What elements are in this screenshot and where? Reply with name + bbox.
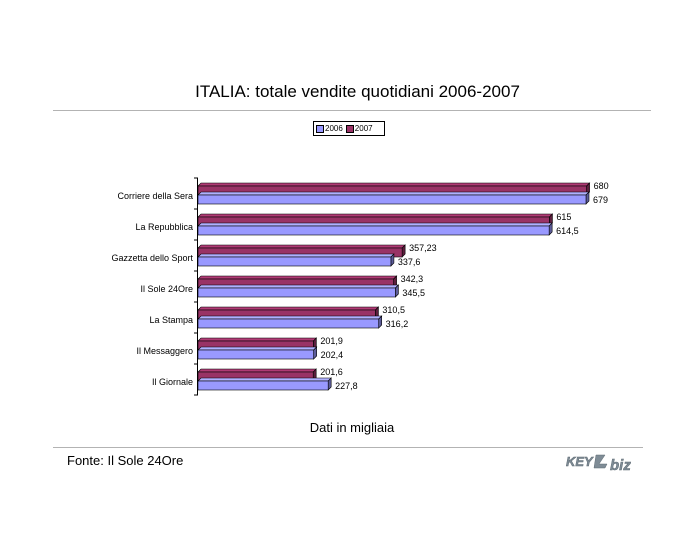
data-label-2007: 615 — [556, 212, 571, 222]
category-label: Gazzetta dello Sport — [111, 253, 193, 263]
key4biz-logo: KEY biz — [566, 454, 632, 474]
data-label-2007: 201,9 — [320, 336, 343, 346]
category-label: La Repubblica — [135, 222, 193, 232]
top-divider — [53, 110, 651, 111]
category-label: Il Giornale — [152, 377, 193, 387]
legend-swatch-2006 — [316, 124, 324, 133]
category-label: La Stampa — [149, 315, 193, 325]
source-note: Fonte: Il Sole 24Ore — [67, 453, 184, 468]
bar-2006-il-giornale — [197, 377, 332, 391]
bar-2006-la-stampa — [197, 315, 383, 329]
bar-2007-la-stampa — [197, 306, 380, 320]
data-label-2006: 345,5 — [402, 288, 425, 298]
legend-label-2007: 2007 — [354, 124, 373, 133]
data-label-2007: 201,6 — [320, 367, 343, 377]
svg-text:biz: biz — [610, 457, 631, 474]
svg-text:KEY: KEY — [566, 454, 594, 469]
legend-label-2006: 2006 — [325, 124, 343, 133]
bar-2006-il-messaggero — [197, 346, 318, 360]
data-label-2007: 680 — [594, 181, 609, 191]
data-label-2007: 310,5 — [382, 305, 405, 315]
bar-2007-la-repubblica — [197, 213, 554, 227]
chart-title: ITALIA: totale vendite quotidiani 2006-2… — [195, 82, 520, 101]
data-label-2006: 614,5 — [556, 226, 579, 236]
data-label-2006: 337,6 — [398, 257, 421, 267]
data-label-2007: 342,3 — [401, 274, 424, 284]
bar-2006-gazzetta-dello-sport — [197, 253, 395, 267]
category-label: Il Messaggero — [136, 346, 193, 356]
bar-2006-la-repubblica — [197, 222, 553, 236]
data-label-2006: 227,8 — [335, 381, 358, 391]
category-label: Corriere della Sera — [117, 191, 193, 201]
category-label: Il Sole 24Ore — [140, 284, 193, 294]
bar-2006-corriere-della-sera — [197, 191, 590, 205]
data-label-2006: 679 — [593, 195, 608, 205]
data-label-2006: 202,4 — [321, 350, 344, 360]
data-label-2007: 357,23 — [409, 243, 437, 253]
legend-item-2007: 2007 — [345, 124, 373, 133]
data-label-2006: 316,2 — [386, 319, 409, 329]
bottom-divider — [53, 447, 643, 448]
chart-legend: 2006 2007 — [313, 121, 385, 136]
bar-2006-il-sole-24ore — [197, 284, 400, 298]
legend-item-2006: 2006 — [316, 124, 343, 133]
unit-note: Dati in migliaia — [309, 420, 395, 435]
legend-swatch-2007 — [345, 124, 354, 133]
